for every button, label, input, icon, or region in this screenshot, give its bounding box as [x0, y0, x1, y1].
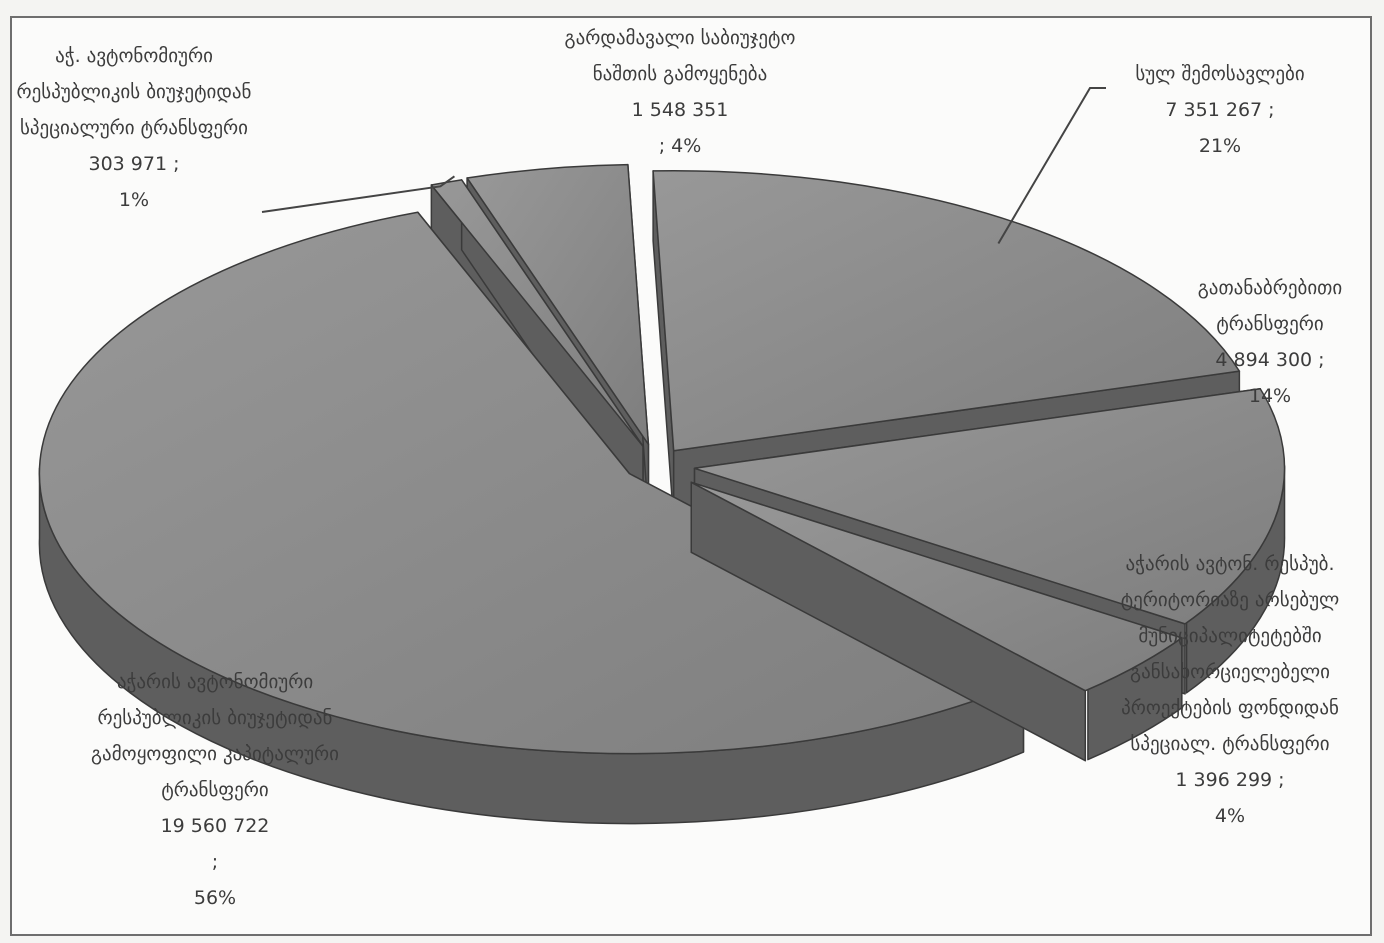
slice-top [693, 388, 1286, 625]
slice-percent: 14% [1248, 385, 1292, 407]
slice-label-capital-transfer: აჭარის ავტონომიური რესპუბლიკის ბიუჯეტიდა… [70, 664, 360, 916]
slice-percent: 21% [1198, 135, 1242, 157]
slice-top [652, 169, 1241, 452]
slice-name: აჭარის ავტონომიური რესპუბლიკის ბიუჯეტიდა… [91, 671, 339, 801]
slice-percent: 56% [193, 887, 237, 909]
slice-top [466, 163, 650, 446]
slice-percent: 1% [118, 189, 150, 211]
leader-line-special-transfer [261, 175, 456, 213]
slice-percent: 4% [1214, 805, 1246, 827]
slice-percent: ; 4% [658, 135, 702, 157]
slice-label-municipal-projects-transfer: აჭარის ავტონ. რესპუბ. ტერიტორიაზე არსებუ… [1080, 546, 1380, 834]
slice-value: 1 396 299 ; [1175, 769, 1285, 791]
slice-value: 19 560 722 [160, 815, 270, 837]
slice-label-total-revenue: სულ შემოსავლები 7 351 267 ; 21% [1080, 56, 1360, 164]
slice-name: გათანაბრებითი ტრანსფერი [1197, 277, 1343, 335]
slice-value: 4 894 300 ; [1215, 349, 1325, 371]
leader-line-total-revenue [997, 87, 1106, 244]
slice-value: 1 548 351 [631, 99, 729, 121]
slice-value-suffix: ; [211, 851, 219, 873]
slice-label-transitional-balance: გარდამავალი საბიუჯეტო ნაშთის გამოყენება … [540, 20, 820, 164]
slice-value: 7 351 267 ; [1165, 99, 1275, 121]
slice-label-equalization-transfer: გათანაბრებითი ტრანსფერი 4 894 300 ; 14% [1160, 270, 1380, 414]
slice-top [690, 481, 1183, 692]
slice-name: აჭარის ავტონ. რესპუბ. ტერიტორიაზე არსებუ… [1120, 553, 1340, 755]
slice-name: სულ შემოსავლები [1135, 63, 1305, 85]
slice-label-special-transfer: აჭ. ავტონომიური რესპუბლიკის ბიუჯეტიდან ს… [14, 38, 254, 218]
slice-municipal-projects-transfer [690, 481, 1183, 762]
slice-name: აჭ. ავტონომიური რესპუბლიკის ბიუჯეტიდან ს… [16, 45, 252, 139]
slice-name: გარდამავალი საბიუჯეტო ნაშთის გამოყენება [564, 27, 796, 85]
slice-top [38, 211, 1025, 755]
slice-value: 303 971 ; [88, 153, 180, 175]
